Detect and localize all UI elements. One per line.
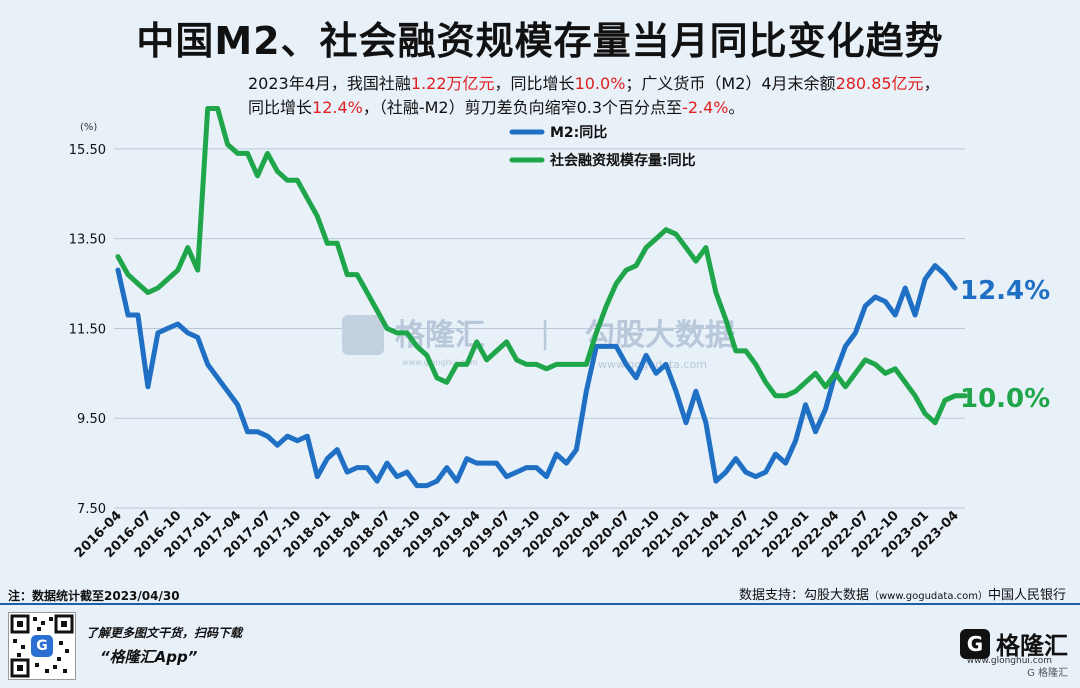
brand-logo: G 格隆汇 [960, 626, 1068, 661]
y-tick-label: 11.50 [69, 322, 106, 337]
subtitle-text: 2023年4月，我国社融 [248, 74, 411, 93]
social-financing-end-value-label: 10.0% [960, 384, 1050, 414]
qr-code[interactable]: G [8, 612, 76, 680]
subtitle-highlight: 280.85亿元 [835, 74, 924, 93]
source-url: （www.gogudata.com） [868, 591, 988, 602]
bottom-watermark: G 格隆汇 [1027, 668, 1068, 679]
subtitle-text: ， [923, 74, 940, 93]
qr-logo-icon: G [31, 635, 53, 657]
data-source: 数据支持：勾股大数据（www.gogudata.com）中国人民银行 [739, 584, 1066, 603]
promo-text: 了解更多图文干货，扫码下载 [86, 626, 243, 640]
legend-label-m2: M2:同比 [550, 124, 607, 141]
subtitle-highlight: -2.4% [682, 98, 729, 117]
y-tick-label: 13.50 [69, 233, 106, 248]
y-tick-label: 9.50 [77, 412, 106, 427]
y-tick-label: 7.50 [77, 502, 106, 517]
subtitle-text: 。 [728, 98, 745, 117]
source-suffix: 中国人民银行 [987, 588, 1066, 603]
watermark-divider: | [540, 316, 550, 351]
m2-series-line [115, 263, 958, 489]
subtitle-line-2: 同比增长12.4%，（社融-M2）剪刀差负向缩窄0.3个百分点至-2.4%。 [248, 96, 1048, 120]
subtitle-line-1: 2023年4月，我国社融1.22万亿元，同比增长10.0%；广义货币（M2）4月… [248, 72, 1048, 96]
subtitle-text: ；广义货币（M2）4月末余额 [625, 74, 836, 93]
subtitle-text: 同比增长 [248, 98, 313, 117]
subtitle-text: ，（社融-M2）剪刀差负向缩窄0.3个百分点至 [362, 98, 683, 117]
footer-divider [0, 603, 1080, 605]
subtitle-highlight: 1.22万亿元 [410, 74, 495, 93]
chart-subtitle: 2023年4月，我国社融1.22万亿元，同比增长10.0%；广义货币（M2）4月… [248, 72, 1048, 120]
social-financing-series-line [115, 106, 968, 426]
subtitle-highlight: 12.4% [312, 98, 363, 117]
watermark-brand-url: www.glonghui.com [402, 358, 478, 367]
brand-url: www.glonghui.com [966, 656, 1052, 666]
watermark-logo-icon [342, 315, 384, 355]
m2-end-value-label: 12.4% [960, 276, 1050, 306]
y-tick-label: 15.50 [69, 143, 106, 158]
brand-g-icon: G [960, 628, 990, 659]
y-axis-unit-label: (%) [80, 122, 97, 133]
brand-name: 格隆汇 [996, 632, 1068, 660]
legend-label-social-financing: 社会融资规模存量:同比 [549, 152, 696, 169]
source-prefix: 数据支持：勾股大数据 [738, 588, 869, 603]
qr-pattern [10, 614, 74, 678]
subtitle-highlight: 10.0% [574, 74, 626, 93]
promo-app-name: “格隆汇App” [100, 648, 198, 666]
chart-title: 中国M2、社会融资规模存量当月同比变化趋势 [136, 19, 944, 63]
subtitle-text: ，同比增长 [494, 74, 575, 93]
footnote: 注：数据统计截至2023/04/30 [8, 589, 180, 603]
